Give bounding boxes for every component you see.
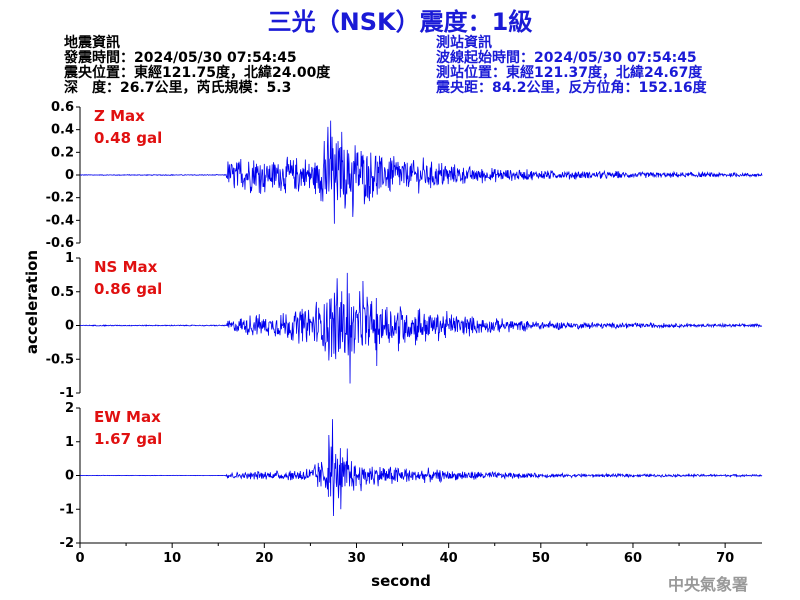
x-tick-label: 20 bbox=[255, 551, 273, 566]
waveform-ns bbox=[79, 272, 763, 384]
max-label-ns: NS Max bbox=[94, 258, 158, 276]
x-axis-label: second bbox=[371, 572, 431, 590]
y-tick-label: -0.5 bbox=[46, 352, 74, 367]
earthquake-info: 地震資訊 發震時間：2024/05/30 07:54:45 震央位置：東經121… bbox=[64, 36, 330, 96]
x-tick-label: 50 bbox=[532, 551, 550, 566]
x-tick-label: 30 bbox=[347, 551, 365, 566]
waveform-z bbox=[79, 120, 763, 224]
x-tick-label: 60 bbox=[624, 551, 642, 566]
chart-title: 三光（NSK）震度：1級 bbox=[267, 8, 533, 36]
y-tick-label: -1 bbox=[60, 386, 74, 401]
x-tick-label: 70 bbox=[716, 551, 734, 566]
earthquake-info-heading: 地震資訊 bbox=[64, 35, 120, 51]
wave-start-time: 波線起始時間：2024/05/30 07:54:45 bbox=[436, 50, 697, 66]
y-tick-label: -0.4 bbox=[46, 213, 74, 228]
max-value-ns: 0.86 gal bbox=[94, 280, 162, 298]
station-info-heading: 測站資訊 bbox=[436, 35, 492, 51]
y-tick-label: 0.5 bbox=[51, 285, 74, 300]
y-tick-label: 0.2 bbox=[51, 145, 74, 160]
y-tick-label: 0.6 bbox=[51, 100, 74, 115]
epicentral-distance: 震央距：84.2公里，反方位角：152.16度 bbox=[436, 80, 707, 96]
y-tick-label: 2 bbox=[65, 401, 74, 416]
waveform-ew bbox=[79, 419, 763, 517]
max-label-ew: EW Max bbox=[94, 408, 161, 426]
y-tick-label: 1 bbox=[65, 251, 74, 266]
y-tick-label: -2 bbox=[60, 536, 74, 551]
x-tick-label: 40 bbox=[440, 551, 458, 566]
max-value-z: 0.48 gal bbox=[94, 129, 162, 147]
y-tick-label: -0.2 bbox=[46, 191, 74, 206]
y-tick-label: -0.6 bbox=[46, 236, 74, 251]
depth-magnitude: 深 度：26.7公里，芮氏規模：5.3 bbox=[64, 80, 292, 96]
y-tick-label: 1 bbox=[65, 435, 74, 450]
agency-credit: 中央氣象署 bbox=[667, 575, 748, 594]
y-tick-label: 0 bbox=[65, 168, 74, 183]
y-tick-label: 0.4 bbox=[51, 123, 74, 138]
y-tick-label: 0 bbox=[65, 319, 74, 334]
x-tick-label: 10 bbox=[163, 551, 181, 566]
max-label-z: Z Max bbox=[94, 107, 145, 125]
station-location: 測站位置：東經121.37度，北緯24.67度 bbox=[436, 65, 703, 81]
origin-time: 發震時間：2024/05/30 07:54:45 bbox=[64, 50, 297, 66]
epicenter-location: 震央位置：東經121.75度，北緯24.00度 bbox=[64, 65, 331, 81]
y-tick-label: -1 bbox=[60, 502, 74, 517]
y-axis-label: acceleration bbox=[23, 250, 41, 354]
x-tick-label: 0 bbox=[75, 551, 84, 566]
y-tick-label: 0 bbox=[65, 469, 74, 484]
station-info: 測站資訊 波線起始時間：2024/05/30 07:54:45 測站位置：東經1… bbox=[436, 36, 707, 96]
max-value-ew: 1.67 gal bbox=[94, 430, 162, 448]
